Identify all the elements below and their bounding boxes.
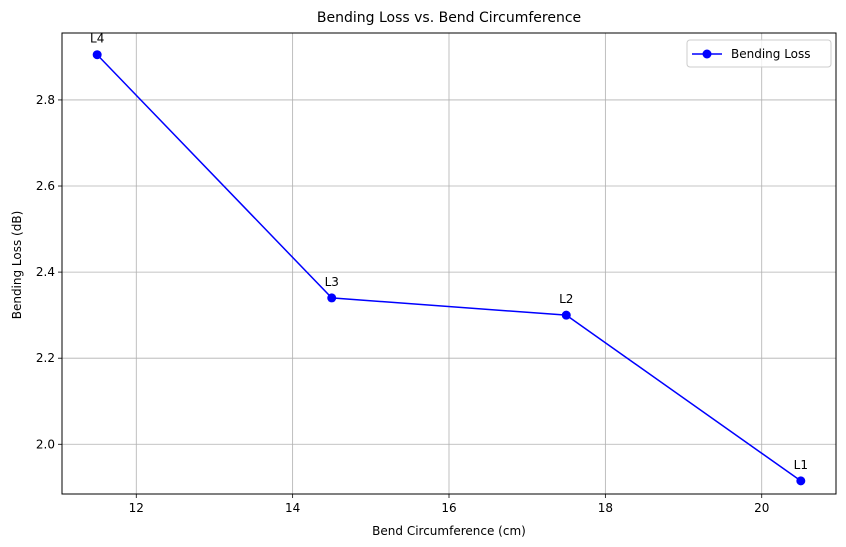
- y-tick-label: 2.2: [36, 351, 55, 365]
- legend-label: Bending Loss: [731, 47, 811, 61]
- y-tick-label: 2.0: [36, 437, 55, 451]
- y-axis-title: Bending Loss (dB): [10, 211, 24, 320]
- x-ticks: 12 14 16 18 20: [129, 494, 769, 515]
- point-label: L3: [325, 275, 339, 289]
- x-tick-label: 20: [754, 501, 769, 515]
- series-line: [96, 54, 802, 482]
- x-tick-label: 16: [441, 501, 456, 515]
- chart-title: Bending Loss vs. Bend Circumference: [317, 10, 581, 26]
- grid: [62, 33, 836, 494]
- y-tick-label: 2.8: [36, 93, 55, 107]
- x-axis-title: Bend Circumference (cm): [372, 524, 526, 538]
- legend-box: [686, 39, 832, 68]
- point-label: L4: [90, 32, 104, 46]
- x-tick-label: 14: [285, 501, 300, 515]
- y-ticks: 2.0 2.2 2.4 2.6 2.8: [36, 93, 62, 451]
- y-tick-label: 2.4: [36, 265, 55, 279]
- data-point: [327, 293, 337, 303]
- x-tick-label: 12: [129, 501, 144, 515]
- y-tick-label: 2.6: [36, 179, 55, 193]
- data-point: [796, 476, 806, 486]
- x-tick-label: 18: [598, 501, 613, 515]
- point-label: L1: [794, 458, 808, 472]
- legend: Bending Loss: [686, 39, 832, 68]
- point-label: L2: [559, 292, 573, 306]
- data-point: [561, 310, 571, 320]
- series-layer: L1 L2 L3 L4: [90, 32, 808, 486]
- data-point: [92, 50, 102, 60]
- legend-marker-swatch: [702, 49, 712, 59]
